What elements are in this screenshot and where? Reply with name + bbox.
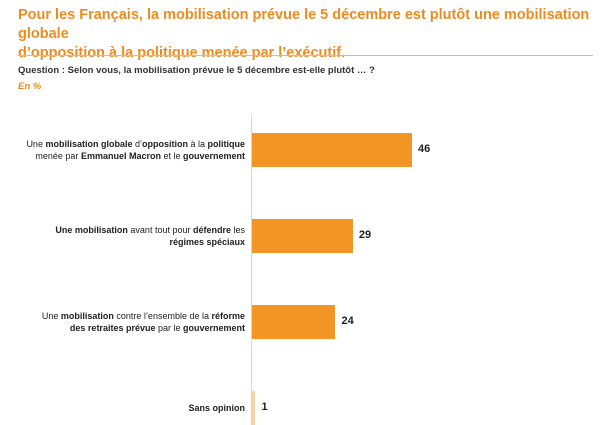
- category-label-line: menée par Emmanuel Macron et le gouverne…: [5, 150, 245, 162]
- survey-question: Question : Selon vous, la mobilisation p…: [18, 65, 375, 76]
- category-label-run: les: [230, 225, 245, 235]
- category-label-run: réforme: [211, 311, 245, 321]
- category-label-run: mobilisation globale: [45, 139, 133, 149]
- category-label-run: d’: [132, 139, 142, 149]
- category-label: Une mobilisation globale d’opposition à …: [5, 138, 245, 162]
- category-label: Une mobilisation contre l’ensemble de la…: [5, 310, 245, 334]
- bar-value-label: 29: [358, 229, 372, 241]
- category-label-run: menée par: [35, 151, 81, 161]
- bar: [252, 219, 353, 253]
- category-label-run: gouvernement: [182, 151, 245, 161]
- bar-value-label: 46: [418, 143, 431, 155]
- category-label-run: régimes spéciaux: [169, 237, 245, 247]
- category-label-line: Sans opinion: [5, 402, 245, 414]
- category-label-line: Une mobilisation contre l’ensemble de la…: [5, 310, 245, 322]
- bar: [252, 305, 336, 339]
- category-label-run: gouvernement: [182, 323, 245, 333]
- category-label-line: Une mobilisation avant tout pour défendr…: [5, 224, 245, 236]
- category-label-run: et le: [160, 151, 183, 161]
- category-label-line: régimes spéciaux: [5, 236, 245, 248]
- category-label: Sans opinion: [5, 402, 245, 414]
- category-label-line: Une mobilisation globale d’opposition à …: [5, 138, 245, 150]
- chart-title-line-2: d’opposition à la politique menée par l’…: [18, 45, 346, 61]
- title-divider: [18, 55, 593, 56]
- category-axis-line: [251, 115, 252, 425]
- category-label-line: des retraites prévue par le gouvernement: [5, 322, 245, 334]
- category-label-run: mobilisation: [60, 311, 114, 321]
- category-label-run: avant tout pour: [127, 225, 193, 235]
- category-label-run: par le: [155, 323, 183, 333]
- category-label-run: des retraites prévue: [69, 323, 156, 333]
- category-label: Une mobilisation avant tout pour défendr…: [5, 224, 245, 248]
- bar: [252, 391, 256, 425]
- chart-title-line-1: Pour les Français, la mobilisation prévu…: [18, 7, 590, 42]
- bar-value-label: 1: [261, 401, 268, 413]
- category-label-run: Une: [26, 139, 46, 149]
- category-label-run: Une: [41, 311, 61, 321]
- bar: [252, 133, 412, 167]
- category-label-run: contre l’ensemble de la: [113, 311, 212, 321]
- chart-title: Pour les Français, la mobilisation prévu…: [18, 6, 593, 63]
- category-label-run: Emmanuel Macron: [80, 151, 161, 161]
- category-label-run: politique: [207, 139, 246, 149]
- category-label-run: à la: [187, 139, 208, 149]
- unit-label: En %: [18, 81, 42, 92]
- category-label-run: opposition: [141, 139, 188, 149]
- category-label-run: Sans opinion: [188, 403, 245, 413]
- category-label-run: Une mobilisation: [55, 225, 128, 235]
- bar-value-label: 24: [341, 315, 354, 327]
- category-label-run: défendre: [192, 225, 231, 235]
